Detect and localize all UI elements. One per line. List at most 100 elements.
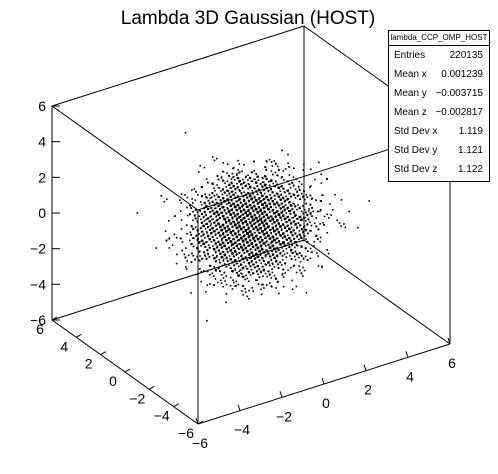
data-point <box>232 238 235 240</box>
data-point <box>192 245 195 248</box>
data-point <box>258 268 261 270</box>
data-point <box>281 149 283 152</box>
data-point <box>210 232 212 234</box>
data-point <box>296 195 299 197</box>
data-point <box>271 250 273 252</box>
data-point <box>255 279 257 281</box>
data-point <box>269 194 271 196</box>
data-point <box>237 169 239 171</box>
data-point <box>310 230 312 232</box>
data-point <box>281 273 284 275</box>
data-point <box>262 206 265 209</box>
data-point <box>248 227 250 229</box>
data-point <box>175 262 178 265</box>
data-point <box>226 260 229 262</box>
data-point <box>227 184 230 186</box>
data-point <box>231 261 234 264</box>
data-point <box>299 252 301 254</box>
data-point <box>234 205 236 208</box>
data-point <box>302 169 304 171</box>
data-point <box>222 233 224 236</box>
data-point <box>241 187 244 189</box>
data-point <box>310 185 312 187</box>
data-point <box>272 226 274 229</box>
data-point <box>196 221 199 223</box>
data-point <box>315 199 317 201</box>
data-point <box>250 206 253 209</box>
data-point <box>298 230 301 232</box>
data-point <box>238 265 240 268</box>
data-point <box>309 230 311 232</box>
data-point <box>207 253 209 256</box>
data-point <box>244 288 246 290</box>
data-point <box>294 255 296 258</box>
data-point <box>241 290 243 292</box>
data-point <box>276 202 279 204</box>
data-point <box>240 228 242 231</box>
data-point <box>215 251 217 253</box>
data-point <box>244 248 246 250</box>
data-point <box>239 207 241 210</box>
data-point <box>326 232 329 234</box>
data-point <box>264 219 267 221</box>
data-point <box>302 230 304 233</box>
data-point <box>267 243 270 246</box>
data-point <box>230 245 233 247</box>
data-point <box>199 255 201 257</box>
data-point <box>238 190 241 192</box>
data-point <box>276 281 279 284</box>
data-point <box>282 179 285 181</box>
data-point <box>231 288 234 290</box>
data-point <box>204 255 207 257</box>
data-point <box>245 256 247 259</box>
data-point <box>252 219 255 222</box>
data-point <box>288 174 291 176</box>
data-point <box>229 195 232 198</box>
data-point <box>267 234 269 237</box>
data-point <box>242 266 245 269</box>
data-point <box>268 217 270 220</box>
x-tick-mark <box>405 351 409 358</box>
data-point <box>222 260 225 262</box>
data-point <box>286 189 289 192</box>
data-point <box>292 265 295 268</box>
data-point <box>231 172 234 175</box>
data-point <box>272 245 274 248</box>
data-point <box>240 219 242 221</box>
data-point <box>221 239 223 242</box>
data-point <box>228 192 231 195</box>
data-point <box>234 233 236 235</box>
data-point <box>258 259 261 262</box>
data-point <box>252 237 255 239</box>
z-tick-label: −4 <box>30 276 46 292</box>
data-point <box>205 291 207 293</box>
data-point <box>237 195 239 197</box>
data-point <box>232 279 234 281</box>
data-point <box>293 203 295 205</box>
data-point <box>262 251 265 253</box>
data-point <box>187 254 190 257</box>
data-point <box>239 183 242 186</box>
data-point <box>286 252 289 254</box>
data-point <box>214 260 217 263</box>
data-point <box>248 212 251 215</box>
data-point <box>231 253 233 255</box>
data-point <box>292 176 295 178</box>
data-point <box>255 226 258 229</box>
data-point <box>239 269 242 271</box>
data-point <box>213 257 216 260</box>
data-point <box>217 213 220 216</box>
data-point <box>198 259 200 261</box>
data-point <box>249 204 252 207</box>
data-point <box>249 177 251 179</box>
data-point <box>235 280 238 283</box>
data-point <box>233 264 236 267</box>
data-point <box>270 197 272 199</box>
data-point <box>327 217 330 219</box>
data-point <box>266 187 269 190</box>
data-point <box>273 239 275 241</box>
data-point <box>225 239 228 242</box>
data-point <box>240 237 242 240</box>
data-point <box>292 216 294 219</box>
data-point <box>230 204 232 206</box>
